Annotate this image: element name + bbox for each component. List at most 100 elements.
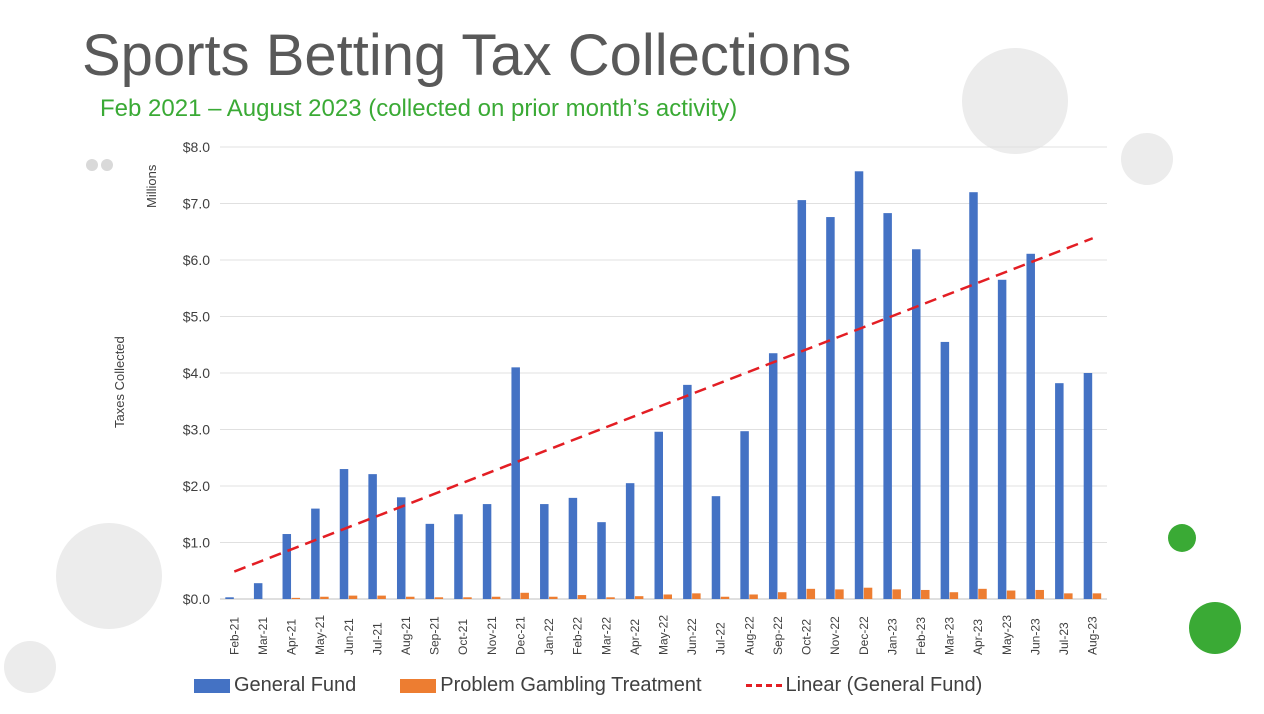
bar-general-fund (854, 171, 864, 600)
bar-problem-gambling (348, 595, 358, 599)
bar-problem-gambling (463, 597, 472, 599)
bar-general-fund (511, 367, 520, 599)
x-tick-label: Feb-22 (571, 617, 585, 655)
decor-circle (56, 523, 162, 629)
decor-circle (86, 159, 98, 171)
bar-problem-gambling (663, 594, 672, 599)
x-tick-label: Jul-22 (714, 622, 728, 655)
bar-general-fund (826, 217, 835, 599)
bar-general-fund (768, 353, 778, 599)
x-tick-label: Jun-22 (685, 618, 699, 655)
bar-problem-gambling (1006, 590, 1016, 599)
bar-general-fund (482, 504, 492, 599)
bar-problem-gambling (606, 597, 615, 599)
bar-general-fund (683, 384, 692, 599)
legend-swatch (745, 684, 782, 687)
bar-problem-gambling (291, 597, 301, 599)
bar-problem-gambling (978, 588, 987, 599)
bar-general-fund (1083, 373, 1093, 599)
bar-problem-gambling (1064, 593, 1073, 599)
x-tick-label: Jul-23 (1057, 622, 1071, 655)
bar-problem-gambling (1092, 593, 1102, 599)
bar-general-fund (368, 474, 377, 599)
bar-problem-gambling (577, 595, 587, 599)
bar-general-fund (540, 504, 549, 599)
y-tick-label: $3.0 (183, 422, 210, 438)
decor-circle (1121, 133, 1173, 185)
y-tick-label: $2.0 (183, 478, 210, 494)
x-tick-label: Nov-22 (828, 616, 842, 655)
legend-general-fund: General Fund (194, 674, 356, 697)
legend-swatch (400, 678, 437, 693)
bar-general-fund (311, 508, 320, 599)
bar-general-fund (225, 597, 234, 599)
bar-problem-gambling (835, 589, 844, 599)
bar-problem-gambling (949, 592, 959, 599)
bar-general-fund (711, 496, 721, 599)
legend-label: Problem Gambling Treatment (440, 674, 702, 696)
bar-problem-gambling (377, 595, 386, 599)
y-tick-label: $6.0 (183, 252, 210, 268)
bar-problem-gambling (1035, 589, 1044, 599)
decor-circle (101, 159, 113, 171)
y-tick-label: $4.0 (183, 365, 210, 381)
bar-problem-gambling (921, 589, 930, 599)
legend: General Fund Problem Gambling Treatment … (194, 674, 982, 697)
bar-general-fund (597, 522, 606, 599)
legend-swatch (194, 678, 230, 693)
legend-label: Linear (General Fund) (785, 674, 983, 696)
legend-label: General Fund (234, 674, 357, 696)
x-tick-label: Jun-21 (342, 618, 356, 655)
x-tick-label: Oct-21 (456, 619, 470, 655)
bar-general-fund (568, 497, 578, 599)
x-tick-label: Oct-22 (800, 619, 814, 655)
bar-problem-gambling (549, 596, 558, 599)
bar-problem-gambling (520, 592, 529, 599)
bar-general-fund (654, 431, 663, 599)
x-tick-label: Jan-23 (885, 618, 899, 655)
bar-general-fund (1055, 383, 1064, 599)
x-tick-label: Aug-22 (742, 616, 756, 655)
bar-general-fund (253, 583, 263, 599)
x-tick-label: Mar-22 (599, 617, 613, 655)
x-tick-label: May-23 (1000, 615, 1014, 655)
legend-trendline: Linear (General Fund) (745, 674, 983, 697)
page-subtitle: Feb 2021 – August 2023 (collected on pri… (100, 95, 738, 122)
y-tick-label: $7.0 (183, 196, 210, 212)
bar-problem-gambling (892, 589, 901, 599)
x-tick-label: Sep-22 (771, 616, 785, 655)
bar-general-fund (339, 469, 349, 599)
x-tick-label: May-22 (657, 615, 671, 655)
x-tick-label: Apr-21 (285, 619, 299, 655)
trendline (233, 237, 1094, 573)
x-tick-label: Nov-21 (485, 616, 499, 655)
bar-general-fund (282, 534, 292, 599)
x-tick-label: Jul-21 (370, 622, 384, 655)
bar-general-fund (396, 497, 406, 599)
x-tick-label: Dec-21 (513, 616, 527, 655)
x-tick-label: Mar-23 (943, 617, 957, 655)
bar-general-fund (940, 341, 950, 599)
x-tick-label: Aug-23 (1086, 616, 1100, 655)
bar-problem-gambling (634, 596, 644, 599)
x-tick-label: Feb-21 (227, 617, 241, 655)
y-tick-label: $1.0 (183, 535, 210, 551)
bar-problem-gambling (405, 596, 415, 599)
x-tick-label: Sep-21 (428, 616, 442, 655)
decor-circle (962, 48, 1068, 154)
page-title: Sports Betting Tax Collections (82, 23, 852, 88)
x-tick-label: Mar-21 (256, 617, 270, 655)
bar-general-fund (997, 279, 1007, 599)
bar-problem-gambling (749, 594, 758, 599)
y-tick-label: $0.0 (183, 591, 210, 607)
x-tick-label: Apr-23 (971, 619, 985, 655)
y-tick-label: $5.0 (183, 309, 210, 325)
bar-general-fund (797, 200, 807, 600)
bar-problem-gambling (491, 596, 501, 599)
bar-problem-gambling (434, 597, 444, 599)
bar-general-fund (625, 483, 635, 599)
decor-circle-green (1189, 602, 1241, 654)
x-tick-label: Dec-22 (857, 616, 871, 655)
bar-general-fund (425, 523, 435, 599)
